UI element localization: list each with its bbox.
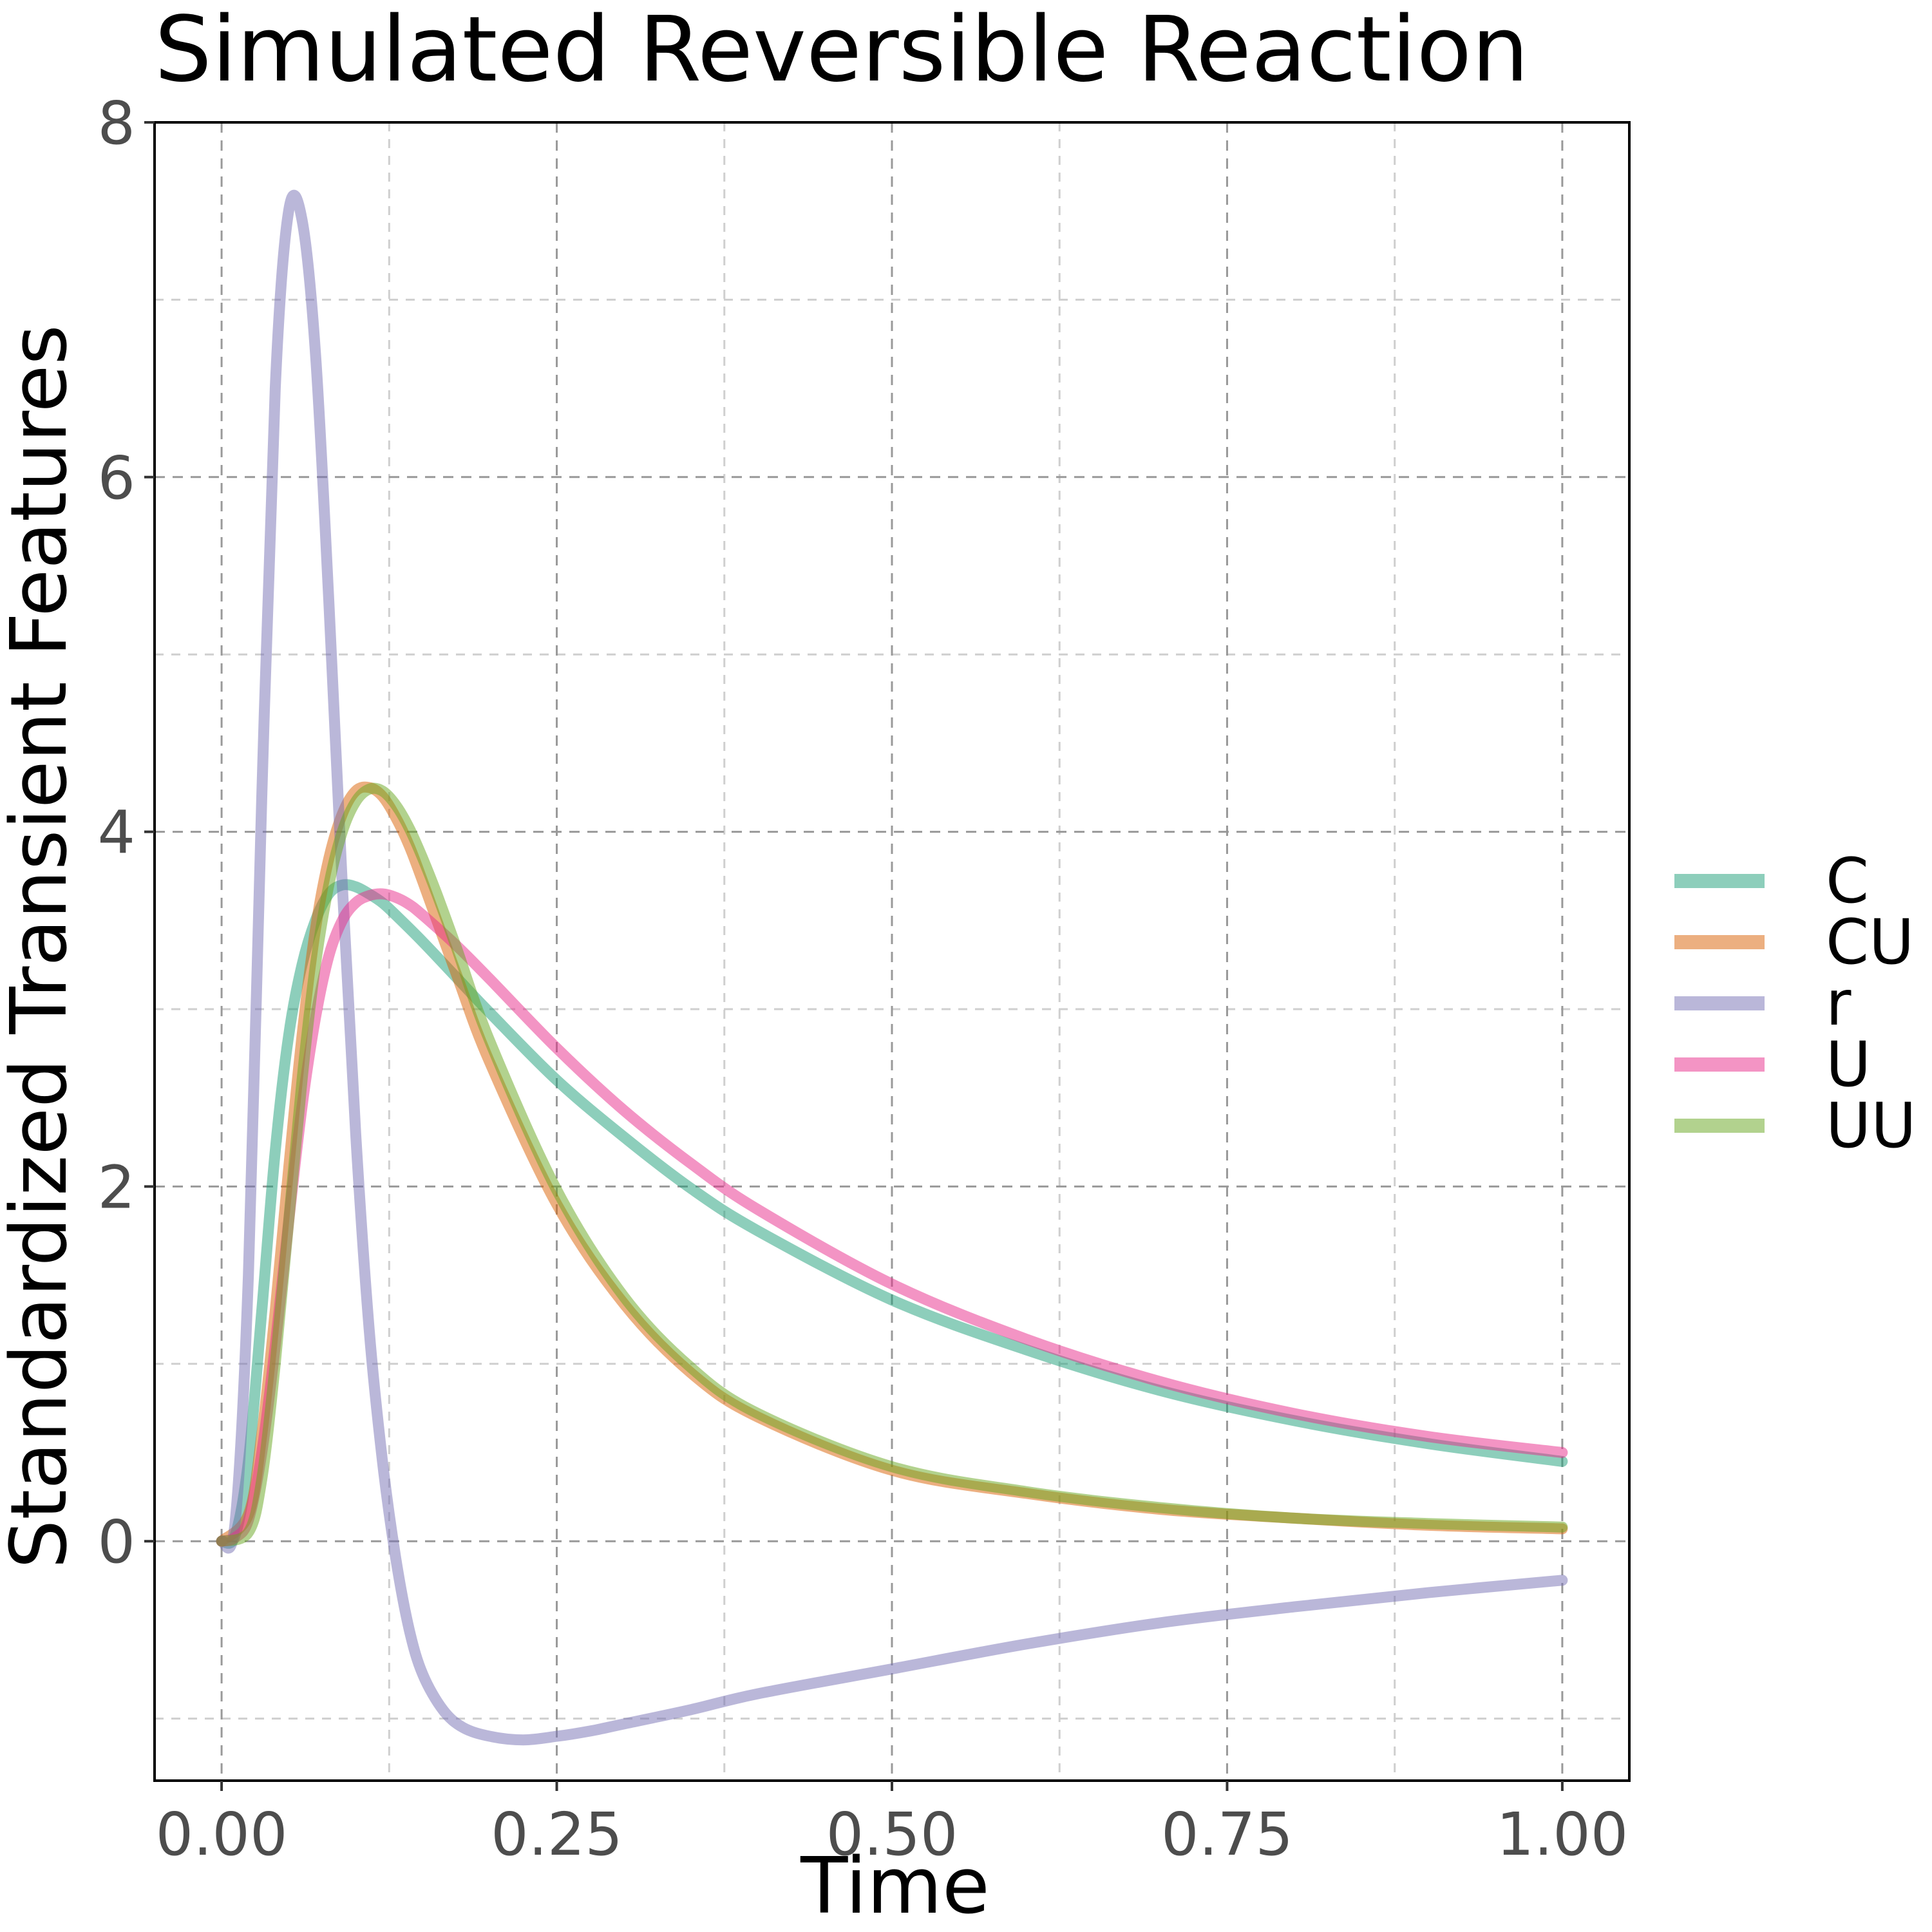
y-tick-label: 0 <box>97 1508 135 1577</box>
series-line-uu <box>216 782 1568 1547</box>
legend-label: UU <box>1826 1089 1917 1162</box>
legend-swatch <box>1674 996 1765 1010</box>
x-tick-label: 0.50 <box>826 1800 958 1869</box>
legend-item-r: r <box>1674 972 1917 1034</box>
y-tick-label: 4 <box>97 799 135 867</box>
x-tick-label: 0.75 <box>1161 1800 1293 1869</box>
x-tick-label: 0.25 <box>491 1800 623 1869</box>
legend-item-uu: UU <box>1674 1089 1917 1162</box>
y-tick-label: 2 <box>97 1153 135 1222</box>
x-axis-label: Time <box>800 1842 990 1931</box>
series-line-c <box>216 879 1568 1549</box>
legend-swatch <box>1674 1118 1765 1133</box>
y-tick-label: 6 <box>97 444 135 513</box>
legend-swatch <box>1674 934 1765 949</box>
chart-title: Simulated Reversible Reaction <box>155 0 1529 102</box>
legend-label: r <box>1826 967 1852 1039</box>
legend-swatch <box>1674 873 1765 888</box>
series-line-r <box>216 189 1568 1746</box>
legend-item-cu: CU <box>1674 905 1917 978</box>
legend-item-c: C <box>1674 844 1917 917</box>
legend-label: C <box>1826 844 1870 917</box>
x-tick-label: 1.00 <box>1496 1800 1628 1869</box>
legend-label: U <box>1826 1028 1871 1101</box>
y-tick-label: 8 <box>97 89 135 158</box>
legend-item-u: U <box>1674 1034 1917 1095</box>
grid-lines <box>155 121 1629 1781</box>
x-tick-label: 0.00 <box>156 1800 288 1869</box>
legend-swatch <box>1674 1057 1765 1072</box>
legend-label: CU <box>1826 905 1915 978</box>
series-lines <box>216 189 1568 1746</box>
axis-ticks: 0.00 0.25 0.50 0.75 1.00 0 2 4 6 8 <box>97 89 1628 1869</box>
legend: C CU r U UU <box>1674 844 1917 1162</box>
y-axis-label: Standardized Transient Features <box>0 325 84 1569</box>
